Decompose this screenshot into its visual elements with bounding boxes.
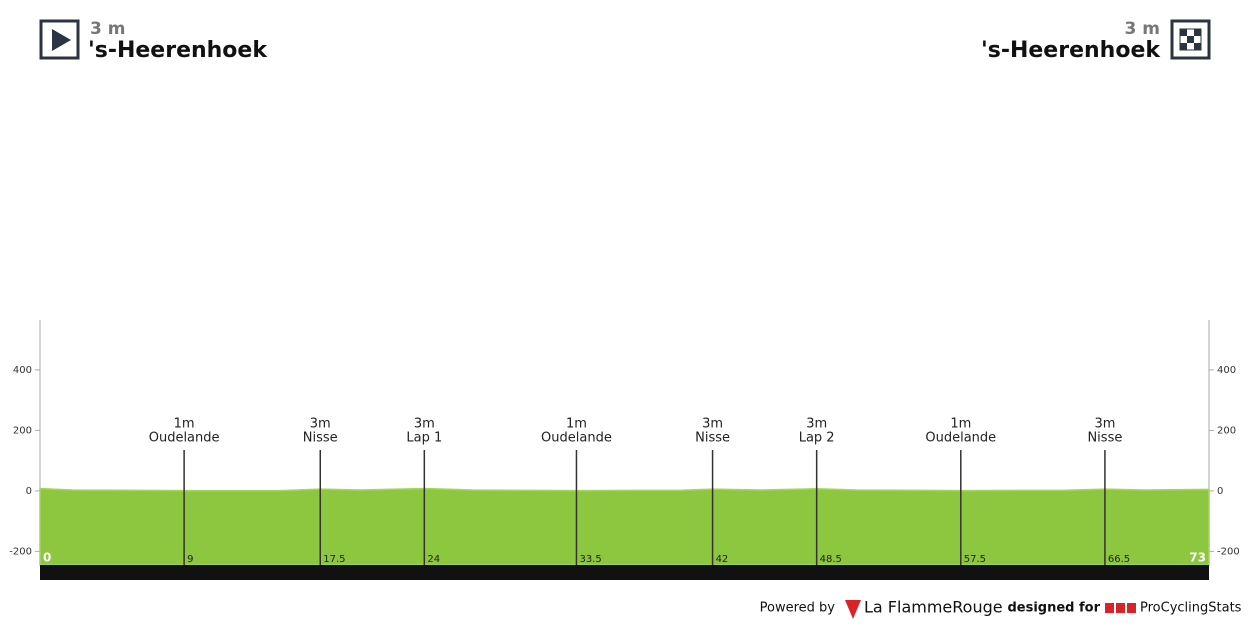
km-label: 24 [427, 554, 440, 565]
km-label: 33.5 [579, 554, 601, 565]
marker-elevation: 3m [702, 417, 723, 432]
finish-elevation: 3 m [1125, 19, 1160, 39]
km-label: 17.5 [323, 554, 345, 565]
km-start: 0 [43, 551, 51, 565]
designed-for: designed for [1007, 601, 1100, 616]
elevation-area [39, 487, 1210, 566]
start-elevation: 3 m [90, 19, 125, 39]
marker-name: Nisse [695, 431, 730, 446]
marker-name: Oudelande [149, 431, 220, 446]
marker-name: Oudelande [541, 431, 612, 446]
km-label: 66.5 [1108, 554, 1130, 565]
km-finish: 73 [1189, 551, 1206, 565]
brand: La FlammeRouge [864, 598, 1003, 617]
marker-elevation: 3m [310, 417, 331, 432]
marker-name: Oudelande [925, 431, 996, 446]
km-label: 48.5 [820, 554, 842, 565]
marker-name: Nisse [303, 431, 338, 446]
finish-name: 's-Heerenhoek [981, 38, 1161, 63]
pcs-logo [1105, 603, 1136, 613]
km-label: 42 [716, 554, 729, 565]
km-label: 57.5 [964, 554, 986, 565]
marker-elevation: 1m [174, 417, 195, 432]
start-icon [39, 19, 80, 60]
marker-elevation: 1m [566, 417, 587, 432]
start-name: 's-Heerenhoek [88, 38, 268, 63]
y-tick-label: -200 [1217, 546, 1240, 557]
y-tick-label: 200 [13, 425, 32, 436]
marker-name: Lap 1 [406, 431, 442, 446]
y-tick-label: 400 [13, 365, 32, 376]
marker-elevation: 1m [950, 417, 971, 432]
marker-name: Nisse [1087, 431, 1122, 446]
finish-icon [1170, 19, 1211, 60]
marker-elevation: 3m [414, 417, 435, 432]
km-strip [40, 565, 1209, 580]
site: ProCyclingStats [1140, 601, 1242, 616]
y-tick-label: 0 [26, 486, 32, 497]
plot: -200 -200 0 0 200 200 400 400 [9, 365, 1240, 566]
powered-by: Powered by [760, 601, 836, 616]
marker-elevation: 3m [806, 417, 827, 432]
marker-name: Lap 2 [799, 431, 835, 446]
marker-elevation: 3m [1094, 417, 1115, 432]
y-tick-label: 400 [1217, 365, 1236, 376]
y-tick-label: -200 [9, 546, 32, 557]
km-label: 9 [187, 554, 193, 565]
y-tick-label: 0 [1217, 486, 1223, 497]
y-tick-label: 200 [1217, 425, 1236, 436]
flamme-logo [845, 600, 861, 619]
